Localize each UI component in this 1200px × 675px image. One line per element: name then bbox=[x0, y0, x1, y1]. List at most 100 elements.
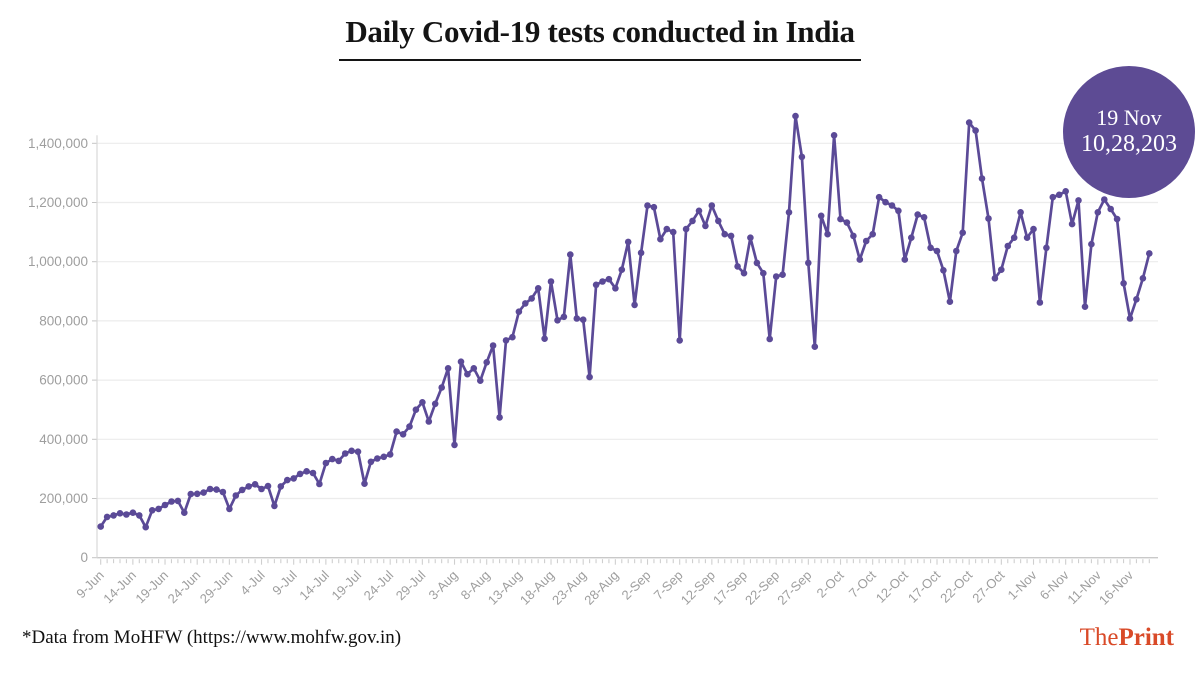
data-point bbox=[148, 507, 156, 514]
data-point bbox=[715, 217, 722, 225]
x-tick-label: 2-Sep bbox=[618, 568, 653, 603]
data-point bbox=[631, 301, 638, 309]
data-point bbox=[1049, 193, 1057, 201]
data-point bbox=[193, 490, 201, 498]
x-tick-label: 4-Jul bbox=[237, 567, 268, 598]
data-point bbox=[856, 256, 864, 263]
data-point bbox=[785, 209, 793, 216]
data-point bbox=[534, 285, 542, 292]
data-point bbox=[940, 267, 947, 274]
chart-title: Daily Covid-19 tests conducted in India bbox=[339, 14, 861, 61]
x-tick-label: 27-Sep bbox=[774, 568, 814, 608]
data-point bbox=[97, 523, 104, 530]
data-point bbox=[946, 298, 954, 306]
data-point bbox=[110, 512, 117, 519]
data-point bbox=[406, 423, 413, 430]
data-point bbox=[895, 207, 902, 215]
data-point bbox=[920, 214, 928, 221]
data-point bbox=[290, 475, 298, 482]
data-point bbox=[766, 335, 773, 343]
data-point bbox=[116, 510, 124, 517]
data-point bbox=[1062, 188, 1069, 195]
source-note: *Data from MoHFW (https://www.mohfw.gov.… bbox=[22, 627, 402, 648]
data-point bbox=[579, 316, 587, 324]
y-tick-label: 0 bbox=[80, 550, 88, 565]
data-point bbox=[547, 278, 555, 285]
x-tick-label: 29-Jun bbox=[197, 568, 236, 607]
data-point bbox=[817, 212, 825, 220]
data-point bbox=[316, 480, 323, 488]
data-point bbox=[721, 230, 728, 238]
data-point bbox=[798, 153, 806, 161]
data-line bbox=[99, 114, 1151, 529]
data-point bbox=[419, 399, 426, 406]
data-point bbox=[567, 251, 574, 258]
x-tick-label: 12-Oct bbox=[873, 567, 911, 605]
data-point bbox=[998, 266, 1005, 274]
data-point bbox=[695, 207, 703, 215]
data-point bbox=[1010, 234, 1018, 241]
data-point bbox=[264, 482, 272, 490]
logo-the: The bbox=[1079, 624, 1119, 651]
data-point bbox=[174, 497, 182, 505]
x-tick-label: 14-Jul bbox=[296, 567, 332, 603]
data-point bbox=[142, 523, 149, 531]
data-point bbox=[772, 273, 780, 280]
data-point bbox=[187, 490, 195, 498]
x-tick-label: 28-Aug bbox=[581, 568, 621, 608]
data-point bbox=[663, 225, 671, 233]
data-point bbox=[1030, 225, 1037, 233]
data-point bbox=[522, 300, 529, 307]
data-point bbox=[586, 373, 593, 381]
data-point bbox=[805, 259, 812, 267]
data-point bbox=[335, 457, 343, 465]
data-point bbox=[393, 428, 400, 435]
data-point bbox=[431, 400, 439, 408]
data-point bbox=[669, 228, 677, 236]
x-tick-label: 3-Aug bbox=[425, 568, 460, 603]
data-point bbox=[496, 414, 503, 421]
y-tick-label: 1,000,000 bbox=[28, 254, 88, 269]
data-point bbox=[528, 295, 535, 302]
x-tick-label: 16-Nov bbox=[1096, 567, 1137, 608]
data-point bbox=[515, 308, 523, 316]
x-tick-label: 19-Jul bbox=[328, 567, 364, 603]
y-tick-label: 400,000 bbox=[39, 432, 88, 447]
data-point bbox=[760, 269, 767, 277]
data-point bbox=[734, 263, 741, 270]
data-point bbox=[1133, 296, 1140, 303]
data-point bbox=[322, 459, 330, 467]
data-point bbox=[1081, 303, 1089, 311]
data-point bbox=[354, 448, 362, 456]
data-point bbox=[245, 483, 252, 490]
data-point bbox=[303, 468, 310, 475]
x-tick-label: 12-Sep bbox=[678, 568, 718, 608]
data-point bbox=[779, 271, 786, 279]
data-point bbox=[908, 234, 915, 241]
data-point bbox=[991, 275, 999, 282]
data-point bbox=[348, 447, 355, 455]
data-point bbox=[1107, 205, 1114, 213]
x-tick-label: 1-Nov bbox=[1004, 567, 1039, 602]
data-point bbox=[477, 377, 484, 385]
data-point bbox=[657, 235, 664, 243]
data-point bbox=[953, 247, 960, 255]
data-point bbox=[978, 175, 986, 182]
data-point bbox=[753, 259, 761, 267]
data-point bbox=[1088, 240, 1095, 248]
data-point bbox=[367, 458, 375, 466]
data-point bbox=[927, 244, 934, 252]
y-tick-label: 1,200,000 bbox=[28, 195, 88, 210]
data-point bbox=[985, 215, 992, 222]
data-point bbox=[837, 215, 844, 223]
x-tick-label: 23-Aug bbox=[549, 568, 589, 608]
data-point bbox=[464, 370, 471, 378]
data-point bbox=[226, 505, 233, 513]
data-point bbox=[618, 266, 626, 274]
y-tick-label: 800,000 bbox=[39, 313, 88, 328]
y-tick-label: 600,000 bbox=[39, 373, 88, 388]
data-point bbox=[1075, 197, 1082, 204]
data-point bbox=[605, 275, 613, 283]
data-point bbox=[502, 337, 510, 344]
